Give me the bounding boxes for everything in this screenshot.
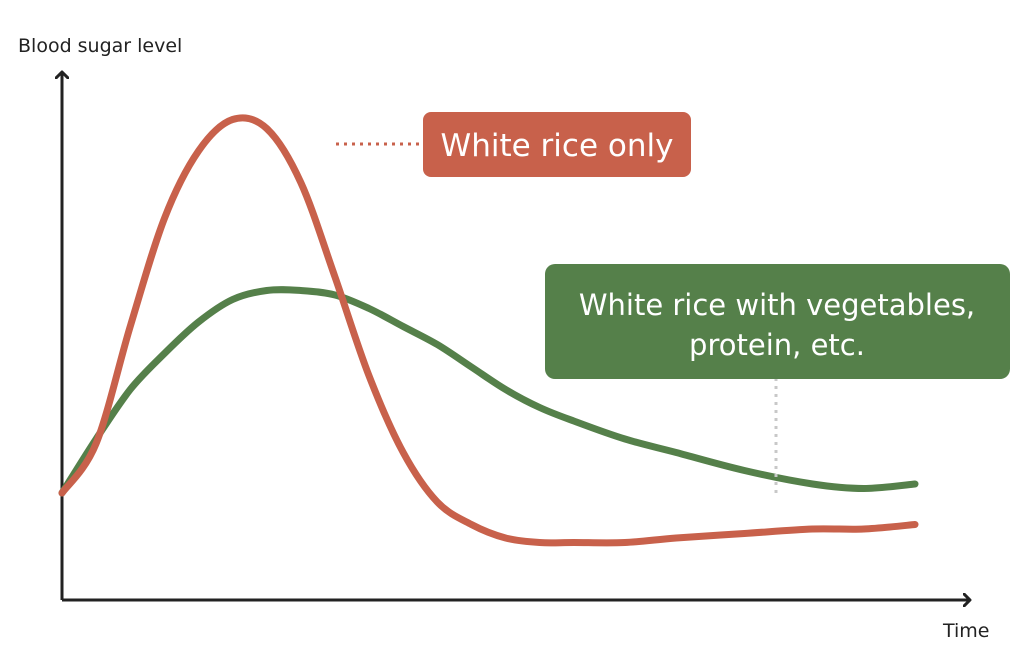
y-axis-label: Blood sugar level <box>18 35 182 57</box>
callout-label-white-rice-with-vegetables-line-2: protein, etc. <box>689 328 865 362</box>
series-line-white-rice-with-vegetables <box>58 286 919 497</box>
x-axis-label: Time <box>942 620 990 642</box>
callout-label-white-rice-only: White rice only <box>441 128 674 164</box>
callout-box-white-rice-with-vegetables <box>545 264 1010 379</box>
callout-box-white-rice-only <box>423 112 691 177</box>
series-line-white-rice-only <box>58 114 919 547</box>
callout-white-rice-with-vegetables: White rice with vegetables, protein, etc… <box>545 264 1010 496</box>
callout-white-rice-only: White rice only <box>336 112 691 177</box>
callout-label-white-rice-with-vegetables-line-1: White rice with vegetables, <box>579 288 975 322</box>
